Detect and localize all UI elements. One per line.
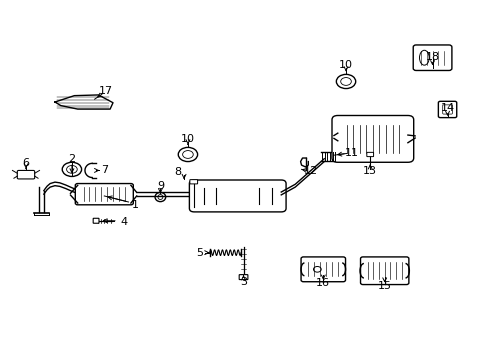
Text: 7: 7 [101,166,108,175]
FancyBboxPatch shape [189,180,197,184]
FancyBboxPatch shape [93,218,99,223]
Text: 10: 10 [181,134,195,144]
Polygon shape [55,95,113,109]
Text: 2: 2 [68,154,75,165]
Text: 10: 10 [338,60,352,70]
FancyBboxPatch shape [366,152,373,157]
Text: 11: 11 [344,148,358,158]
FancyBboxPatch shape [360,257,408,284]
FancyBboxPatch shape [189,180,285,212]
Text: 17: 17 [99,86,113,96]
Text: 6: 6 [22,158,29,168]
FancyBboxPatch shape [301,257,345,282]
Text: 9: 9 [157,181,163,191]
Text: 14: 14 [440,103,454,113]
Text: 15: 15 [377,281,391,291]
FancyBboxPatch shape [239,275,247,280]
Text: 12: 12 [304,166,318,176]
FancyBboxPatch shape [442,105,451,114]
FancyBboxPatch shape [75,184,133,205]
FancyBboxPatch shape [17,170,35,179]
Text: 3: 3 [240,277,246,287]
FancyBboxPatch shape [437,101,456,118]
Text: 16: 16 [316,279,329,288]
Text: 5: 5 [196,248,203,258]
Text: 4: 4 [120,217,127,227]
Text: 8: 8 [174,167,182,177]
Text: 18: 18 [425,51,439,62]
Text: 1: 1 [132,200,139,210]
Text: 13: 13 [363,166,376,176]
FancyBboxPatch shape [412,45,451,71]
FancyBboxPatch shape [331,116,413,162]
